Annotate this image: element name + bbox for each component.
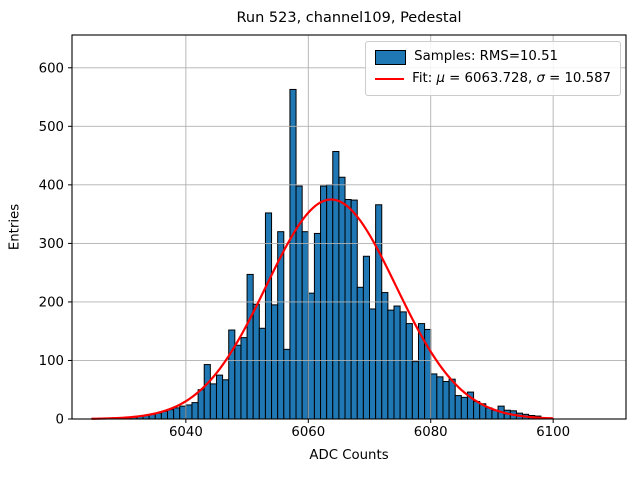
histogram-swatch: [375, 49, 407, 65]
histogram-bar: [222, 379, 230, 420]
axes-frame: [71, 34, 627, 420]
fit-line-swatch: [375, 78, 405, 80]
legend-samples-label: Samples: RMS=10.51: [414, 49, 559, 64]
histogram-bar: [362, 255, 371, 420]
histogram-bar: [350, 199, 358, 420]
histogram-bar: [283, 348, 291, 420]
histogram-bar: [258, 327, 266, 420]
x-tick-label: 6040: [169, 425, 203, 440]
histogram-bar: [234, 344, 242, 420]
histogram-bar: [381, 292, 389, 420]
histogram-bar: [215, 374, 224, 420]
histogram-bar: [264, 212, 273, 420]
histogram-bar: [405, 323, 413, 420]
histogram-bar: [411, 361, 419, 420]
histogram-bar: [473, 400, 481, 420]
tick-marks-and-labels: 6040 6060 6080 6100 0 100 200 300 400 500 600: [39, 61, 570, 440]
histogram-bar: [185, 404, 193, 420]
histogram-bar: [375, 204, 383, 420]
histogram-bar: [203, 364, 211, 420]
histogram-bar: [460, 396, 468, 420]
histogram-bar: [454, 395, 462, 420]
histogram-bar: [252, 303, 260, 420]
histogram-bars: [99, 88, 548, 420]
axes-border: [71, 34, 627, 420]
histogram-bar: [271, 304, 279, 420]
histogram-bar: [399, 311, 407, 420]
histogram-bar: [166, 409, 175, 420]
histogram-bar: [313, 232, 322, 420]
sigma-symbol: σ: [536, 71, 545, 86]
mu-symbol: μ: [436, 71, 445, 86]
legend: Samples: RMS=10.51 Fit: μ = 6063.728, σ …: [365, 41, 621, 96]
y-tick-label: 300: [39, 237, 64, 252]
chart-title: Run 523, channel109, Pedestal: [236, 10, 462, 26]
histogram-bar: [387, 309, 395, 420]
histogram-bar: [430, 373, 438, 420]
histogram-bar: [240, 337, 248, 420]
histogram-bar: [228, 329, 236, 420]
histogram-bar: [448, 378, 456, 420]
histogram-bar: [209, 383, 217, 420]
histogram-bar: [301, 231, 309, 420]
y-tick-label: 600: [39, 61, 64, 76]
gaussian-fit-curve: [91, 198, 554, 420]
x-tick-label: 6100: [536, 425, 570, 440]
y-tick-label: 100: [39, 354, 64, 369]
histogram-bar: [307, 292, 315, 420]
histogram-bar: [338, 176, 346, 420]
x-axis-label: ADC Counts: [309, 448, 389, 463]
legend-item-samples: Samples: RMS=10.51: [375, 47, 611, 67]
histogram-bar: [289, 88, 297, 420]
histogram-bar: [191, 402, 199, 420]
histogram-bar: [173, 407, 181, 420]
legend-item-fit: Fit: μ = 6063.728, σ = 10.587: [375, 69, 611, 89]
fit-curve-path: [91, 198, 554, 420]
histogram-bar: [436, 376, 444, 420]
histogram-bar: [393, 305, 401, 420]
histogram-bar: [442, 381, 450, 420]
y-tick-label: 0: [56, 413, 64, 428]
histogram-bar: [179, 405, 187, 420]
y-tick-label: 200: [39, 295, 64, 310]
x-tick-label: 6060: [291, 425, 325, 440]
histogram-bar: [320, 185, 328, 420]
histogram-bar: [356, 286, 364, 420]
legend-fit-label: Fit: μ = 6063.728, σ = 10.587: [412, 71, 611, 86]
y-tick-label: 400: [39, 178, 64, 193]
histogram-bar: [197, 389, 205, 420]
histogram-bar: [246, 273, 254, 420]
histogram-bar: [332, 150, 340, 420]
histogram-bar: [369, 308, 377, 420]
y-tick-label: 500: [39, 120, 64, 135]
x-tick-label: 6080: [414, 425, 448, 440]
y-axis-label: Entries: [7, 203, 23, 251]
histogram-bar: [344, 198, 352, 420]
